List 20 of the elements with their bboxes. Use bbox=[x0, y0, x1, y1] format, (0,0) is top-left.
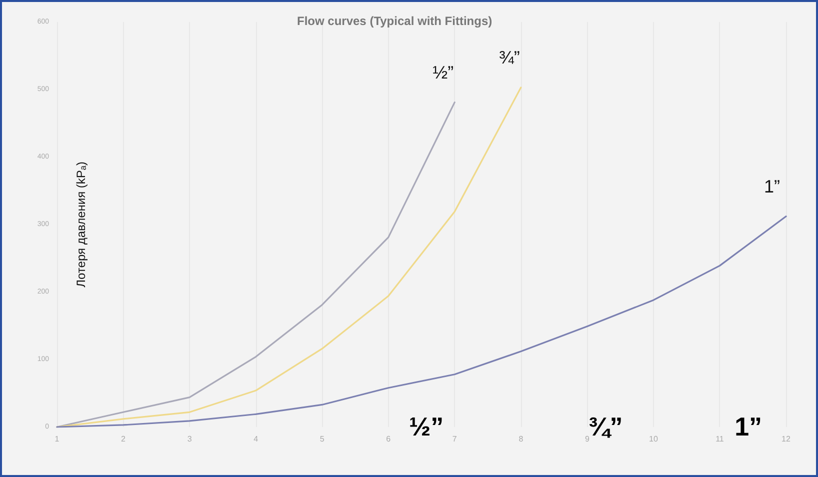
x-tick-label: 1 bbox=[54, 434, 60, 444]
x-tick-label: 4 bbox=[254, 434, 259, 444]
x-tick-label: 7 bbox=[452, 434, 458, 444]
series-label: ¾” bbox=[498, 47, 520, 68]
x-tick-label: 12 bbox=[782, 434, 791, 444]
x-tick-label: 3 bbox=[187, 434, 192, 444]
series-label: ½” bbox=[432, 62, 454, 82]
x-tick-label: 10 bbox=[649, 434, 658, 444]
y-axis-title: Лотеря давления (kPₐ) bbox=[74, 162, 88, 288]
annotation: ½” bbox=[409, 412, 444, 442]
x-tick-label: 6 bbox=[386, 434, 392, 444]
x-tick-label: 9 bbox=[584, 434, 590, 444]
series-label: 1” bbox=[764, 176, 780, 196]
annotation: ¾” bbox=[588, 412, 623, 442]
x-tick-label: 5 bbox=[320, 434, 325, 444]
x-tick-label: 2 bbox=[121, 434, 126, 444]
annotation: 1” bbox=[734, 412, 762, 442]
chart-title: Flow curves (Typical with Fittings) bbox=[297, 14, 492, 28]
x-tick-label: 11 bbox=[716, 434, 724, 444]
x-tick-label: 8 bbox=[518, 434, 524, 444]
